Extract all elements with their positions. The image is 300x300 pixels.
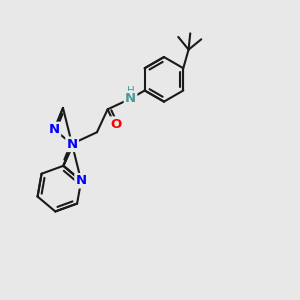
Text: N: N xyxy=(125,92,136,105)
Text: N: N xyxy=(67,138,78,151)
Text: H: H xyxy=(127,86,134,96)
Text: N: N xyxy=(49,123,60,136)
Text: O: O xyxy=(110,118,122,131)
Text: N: N xyxy=(76,174,87,187)
